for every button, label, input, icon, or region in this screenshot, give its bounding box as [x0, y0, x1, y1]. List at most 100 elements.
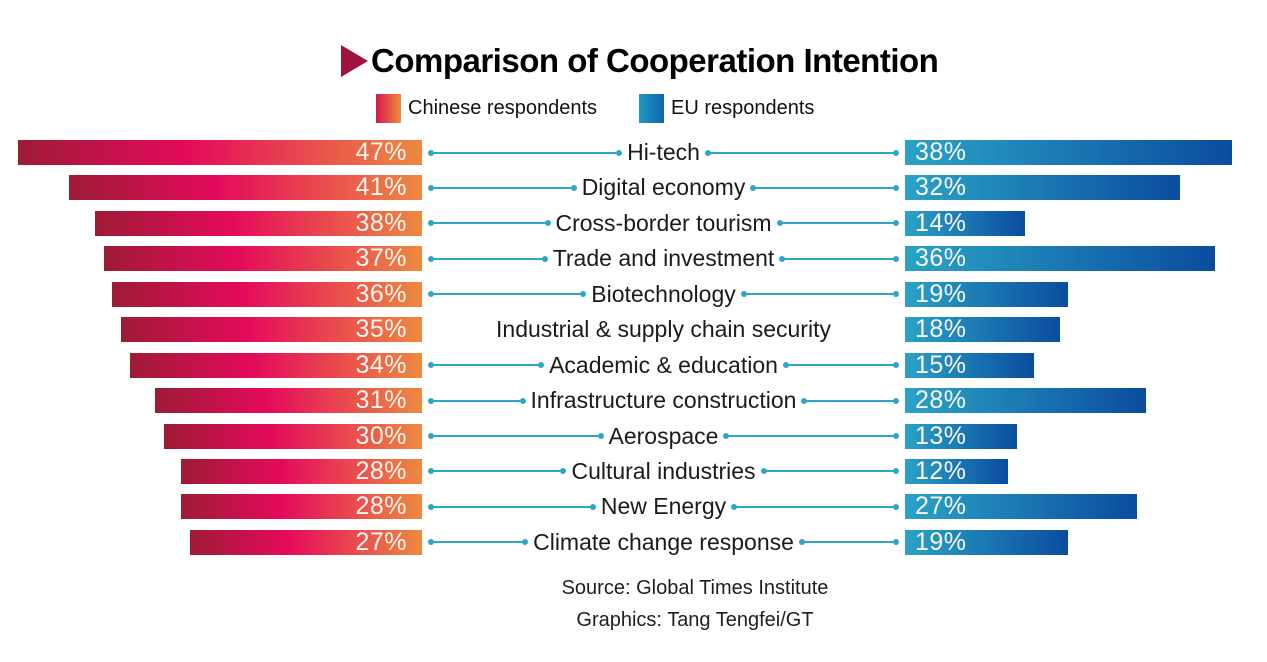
eu-bar: 18%: [905, 315, 1060, 344]
category-label: Cross-border tourism: [555, 209, 772, 236]
chinese-bar: 28%: [181, 456, 422, 485]
category-cell: Cultural industries: [422, 458, 905, 484]
category-cell: Biotechnology: [422, 280, 905, 307]
eu-bar-cell: 28%: [905, 386, 1267, 415]
chinese-value-label: 30%: [355, 421, 407, 450]
chart-row: 31% Infrastructure construction 28%: [0, 386, 1267, 415]
chart-row: 35% Industrial & supply chain security 1…: [0, 315, 1267, 344]
eu-bar-cell: 19%: [905, 527, 1267, 556]
chart-title: Comparison of Cooperation Intention: [371, 42, 939, 79]
category-cell: Digital economy: [422, 174, 905, 201]
chinese-value-label: 47%: [355, 138, 407, 166]
legend-swatch-eu: [639, 94, 665, 123]
eu-value-label: 18%: [915, 315, 967, 344]
category-cell: Cross-border tourism: [422, 209, 905, 236]
category-label: New Energy: [600, 493, 727, 520]
eu-value-label: 12%: [915, 456, 967, 485]
chinese-value-label: 28%: [355, 456, 407, 485]
category-label: Biotechnology: [591, 280, 736, 307]
chart-row: 28% New Energy 27%: [0, 492, 1267, 521]
category-cell: Trade and investment: [422, 245, 905, 272]
category-label: Trade and investment: [552, 245, 775, 272]
chart-row: 36% Biotechnology 19%: [0, 279, 1267, 308]
chinese-bar-cell: 41%: [0, 173, 422, 202]
eu-bar-cell: 38%: [905, 140, 1267, 165]
category-cell: Infrastructure construction: [422, 387, 905, 413]
legend-label-chinese: Chinese respondents: [408, 97, 598, 119]
eu-bar-cell: 27%: [905, 494, 1267, 520]
chinese-bar: 36%: [112, 279, 422, 308]
eu-bar: 32%: [905, 175, 1181, 201]
source-text: Source: Global Times Institute: [561, 577, 829, 599]
chinese-bar-cell: 28%: [0, 492, 422, 521]
chinese-bar: 27%: [189, 527, 422, 556]
eu-value-label: 36%: [915, 244, 967, 273]
eu-bar-cell: 13%: [905, 423, 1267, 449]
connector-line-right: [740, 291, 900, 298]
chinese-bar: 34%: [129, 350, 422, 379]
eu-bar-cell: 14%: [905, 210, 1267, 236]
chinese-bar: 47%: [17, 138, 422, 166]
chinese-value-label: 36%: [355, 279, 407, 308]
eu-bar: 15%: [905, 350, 1034, 379]
chinese-bar: 31%: [155, 386, 422, 415]
category-cell: Climate change response: [422, 529, 905, 555]
chinese-bar: 30%: [164, 421, 422, 450]
connector-line-right: [723, 433, 899, 439]
category-label: Digital economy: [581, 174, 746, 201]
title-triangle-icon: [341, 45, 368, 77]
eu-bar: 13%: [905, 423, 1017, 449]
connector-line-right: [801, 397, 899, 404]
connector-line-right: [776, 220, 899, 227]
chinese-bar-cell: 36%: [0, 279, 422, 308]
connector-line-left: [427, 539, 529, 546]
category-cell: Academic & education: [422, 352, 905, 378]
connector-line-right: [782, 362, 900, 369]
connector-line-right: [731, 503, 899, 510]
connector-line-left: [428, 503, 596, 510]
category-cell: Industrial & supply chain security: [422, 316, 905, 343]
category-cell: New Energy: [422, 493, 905, 520]
connector-line-right: [760, 468, 900, 475]
connector-line-left: [428, 184, 577, 191]
chart-row: 41% Digital economy 32%: [0, 173, 1267, 202]
chinese-bar-cell: 37%: [0, 246, 422, 272]
legend-label-eu: EU respondents: [671, 97, 815, 119]
chinese-bar-cell: 38%: [0, 208, 422, 237]
chinese-bar-cell: 34%: [0, 350, 422, 379]
eu-value-label: 19%: [915, 527, 967, 556]
diverging-bar-chart: 47% Hi-tech 38% 41% Digital economy 3: [0, 138, 1267, 565]
category-label: Industrial & supply chain security: [496, 316, 831, 343]
chinese-value-label: 31%: [355, 386, 407, 415]
chart-row: 47% Hi-tech 38%: [0, 138, 1267, 166]
chinese-value-label: 28%: [355, 492, 407, 521]
eu-bar: 19%: [905, 527, 1069, 556]
eu-bar-cell: 32%: [905, 175, 1267, 201]
connector-line-right: [798, 539, 900, 546]
chart-legend: Chinese respondents EU respondents: [376, 94, 814, 123]
chinese-bar: 38%: [95, 208, 422, 237]
legend-item-chinese: Chinese respondents: [376, 94, 597, 123]
category-label: Hi-tech: [627, 139, 700, 165]
chinese-bar: 35%: [121, 317, 422, 343]
connector-line-left: [427, 291, 587, 298]
eu-bar: 12%: [905, 456, 1009, 485]
chinese-value-label: 34%: [355, 350, 407, 379]
chart-row: 30% Aerospace 13%: [0, 421, 1267, 450]
connector-line-right: [779, 255, 899, 262]
chinese-value-label: 41%: [355, 173, 407, 202]
chinese-value-label: 27%: [355, 527, 407, 556]
eu-value-label: 28%: [915, 386, 967, 415]
eu-bar: 38%: [905, 140, 1232, 165]
chart-row: 37% Trade and investment 36%: [0, 244, 1267, 273]
eu-bar-cell: 36%: [905, 244, 1267, 273]
chinese-bar: 28%: [181, 492, 422, 521]
connector-line-left: [427, 149, 623, 156]
eu-value-label: 15%: [915, 350, 967, 379]
chart-row: 38% Cross-border tourism 14%: [0, 208, 1267, 237]
connector-line-left: [427, 468, 567, 475]
chinese-bar-cell: 27%: [0, 527, 422, 556]
connector-line-left: [427, 362, 545, 369]
chinese-value-label: 38%: [355, 208, 407, 237]
